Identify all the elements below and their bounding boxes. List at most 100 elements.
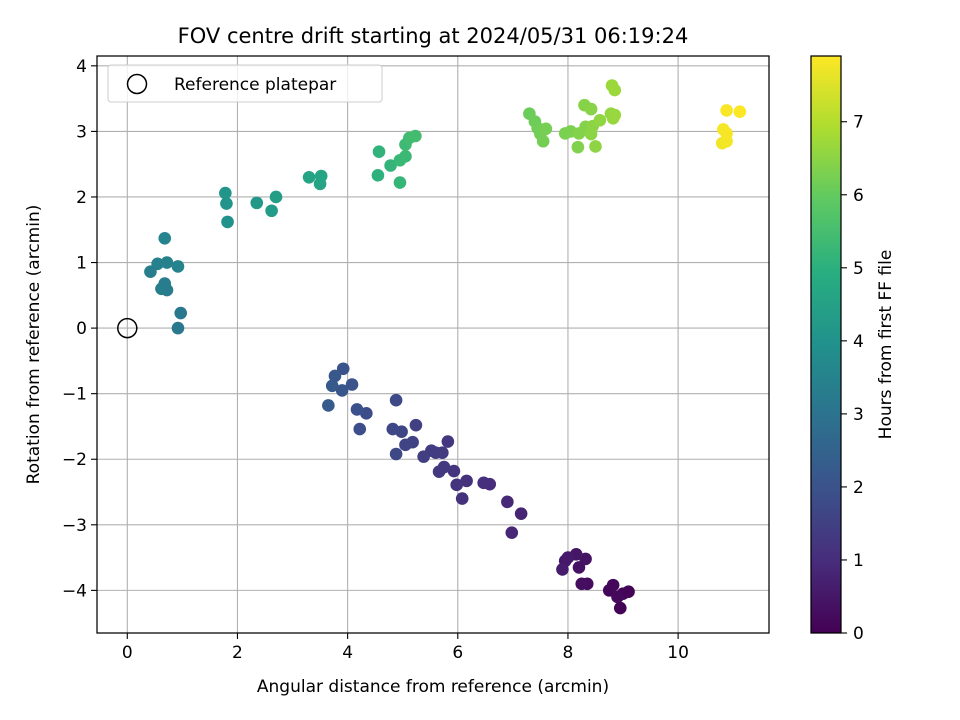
y-tick-label: −3	[62, 516, 87, 536]
colorbar-label: Hours from first FF file	[876, 250, 896, 440]
y-tick-label: 4	[76, 57, 87, 77]
data-point	[393, 176, 407, 189]
data-point	[450, 478, 463, 492]
y-tick-label: 0	[76, 319, 87, 339]
plot-frame	[96, 55, 770, 634]
data-point	[220, 197, 233, 210]
data-point	[269, 190, 283, 204]
data-point	[328, 369, 342, 383]
data-point	[514, 507, 528, 520]
colorbar-tick-label: 2	[853, 478, 864, 498]
data-point	[345, 378, 359, 391]
data-point	[539, 122, 553, 136]
data-point	[455, 492, 469, 505]
data-point	[371, 169, 385, 182]
x-tick-label: 6	[452, 643, 463, 663]
colorbar-gradient	[811, 56, 841, 633]
data-point	[250, 196, 264, 210]
data-point	[409, 129, 422, 143]
data-point	[611, 590, 624, 604]
x-tick-label: 10	[667, 643, 689, 663]
data-point	[477, 476, 490, 490]
axis-ticks: 0 2 4 6 8 10 −4 −3 −2 −1 0 1 2 3 4	[62, 57, 689, 663]
colorbar-tick-label: 1	[853, 551, 864, 571]
x-tick-label: 2	[232, 643, 243, 663]
data-point	[336, 362, 350, 376]
colorbar-tick-label: 7	[853, 113, 864, 133]
data-point	[608, 83, 622, 97]
x-tick-label: 8	[563, 643, 574, 663]
data-point	[501, 495, 514, 509]
data-point	[265, 204, 278, 218]
data-point	[505, 526, 519, 539]
data-point	[171, 260, 185, 273]
data-point	[556, 563, 569, 576]
x-tick-label: 0	[122, 643, 133, 663]
data-point	[409, 418, 423, 432]
data-point	[575, 577, 589, 591]
data-point	[417, 450, 430, 463]
data-point	[171, 321, 185, 335]
data-point	[441, 435, 455, 448]
data-point	[160, 256, 174, 269]
legend-label: Reference platepar	[174, 75, 336, 95]
legend-box	[107, 64, 383, 103]
y-tick-label: −1	[62, 385, 87, 405]
colorbar-tick-label: 0	[853, 624, 864, 644]
colorbar-tick-label: 6	[853, 186, 864, 206]
y-tick-label: 2	[76, 188, 87, 208]
data-point	[386, 422, 400, 436]
colorbar-tick-label: 5	[853, 259, 864, 279]
data-point	[613, 601, 627, 615]
data-point	[593, 113, 607, 127]
colorbar-tick-label: 3	[853, 405, 864, 425]
y-tick-label: 1	[76, 254, 87, 274]
data-point	[151, 257, 164, 271]
y-tick-label: −2	[62, 450, 87, 470]
data-point	[158, 231, 172, 245]
data-point	[325, 379, 339, 393]
data-point	[372, 145, 386, 159]
data-point	[579, 552, 592, 566]
data-point	[389, 447, 403, 461]
data-point	[174, 306, 188, 320]
legend-marker-icon	[126, 73, 148, 95]
data-point	[302, 171, 316, 184]
data-point	[720, 104, 733, 117]
data-point	[720, 127, 733, 140]
data-points	[144, 79, 747, 615]
reference-marker-layer	[117, 317, 138, 339]
data-point	[389, 393, 403, 407]
data-point	[571, 140, 585, 154]
data-point	[221, 215, 234, 229]
data-point	[572, 561, 586, 574]
y-tick-label: −4	[62, 581, 87, 601]
x-axis-label: Angular distance from reference (arcmin)	[257, 677, 609, 697]
colorbar-tick-label: 4	[853, 332, 864, 352]
reference-platepar-marker	[117, 317, 138, 339]
y-axis-label: Rotation from reference (arcmin)	[24, 205, 44, 485]
data-point	[561, 551, 575, 564]
colorbar-ticks: 0 1 2 3 4 5 6 7	[841, 113, 864, 644]
data-point	[399, 150, 412, 163]
data-point	[322, 399, 335, 412]
data-point	[350, 403, 364, 416]
data-point	[399, 438, 412, 452]
data-point	[335, 384, 349, 397]
legend: Reference platepar	[107, 64, 383, 103]
data-point	[536, 134, 550, 148]
colorbar: 0 1 2 3 4 5 6 7 Hours from first FF file	[810, 55, 896, 644]
colorbar-frame	[810, 55, 842, 634]
chart-title: FOV centre drift starting at 2024/05/31 …	[178, 24, 689, 48]
data-point	[584, 102, 598, 116]
data-point	[384, 159, 397, 172]
data-point	[733, 105, 747, 119]
data-point	[608, 108, 622, 122]
data-point	[219, 186, 232, 200]
grid-lines	[97, 56, 769, 633]
y-tick-label: 3	[76, 122, 87, 142]
data-point	[606, 578, 620, 592]
data-point	[447, 464, 461, 478]
